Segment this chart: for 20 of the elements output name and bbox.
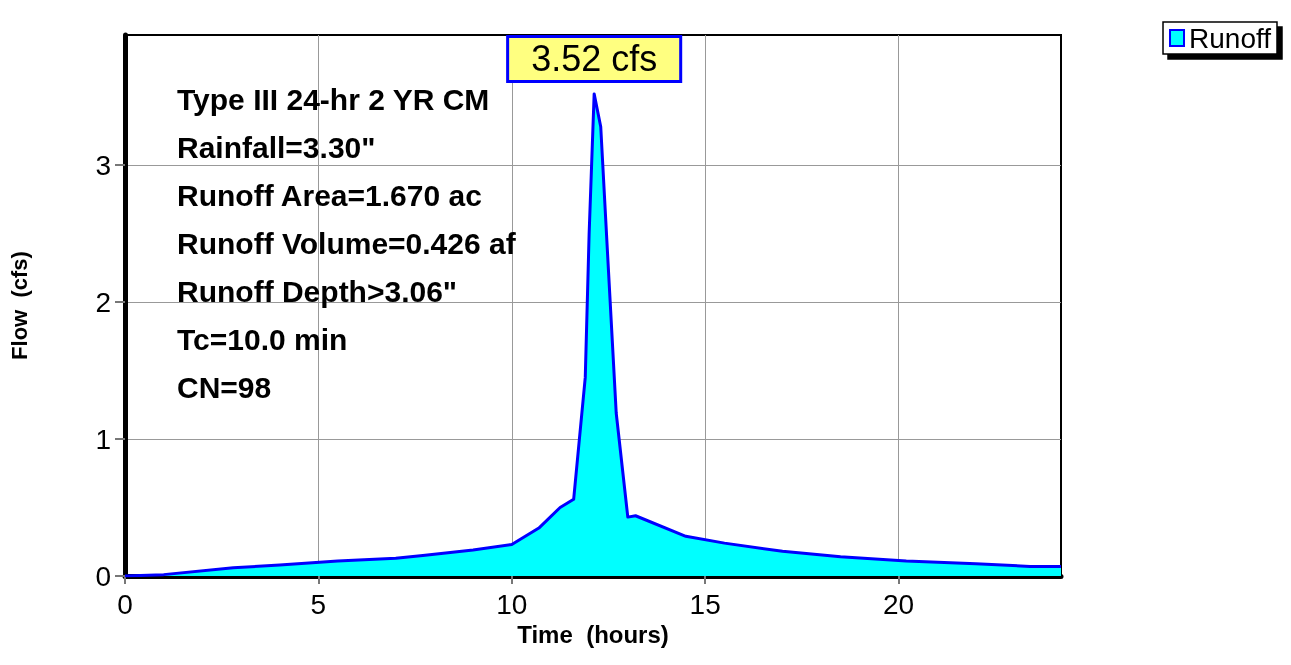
- x-tick-label: 20: [882, 588, 915, 620]
- y-tick-label: 3: [95, 149, 111, 181]
- y-axis-title: Flow (cfs): [6, 251, 32, 360]
- annotation: 3.52 cfs: [531, 38, 658, 80]
- legend-label: Runoff: [1189, 22, 1272, 54]
- x-tick-label: 5: [310, 588, 327, 620]
- y-tick-label: 2: [95, 286, 111, 318]
- annotation: Runoff Depth>3.06": [177, 274, 458, 308]
- x-tick-label: 10: [496, 588, 528, 620]
- y-tick-label: 1: [95, 423, 111, 455]
- x-tick-label: 15: [689, 588, 721, 620]
- annotation: Runoff Volume=0.426 af: [177, 226, 517, 260]
- y-tick-label: 0: [95, 560, 111, 592]
- x-tick-label: 0: [117, 588, 133, 620]
- annotation: CN=98: [177, 370, 272, 404]
- annotation: Type III 24-hr 2 YR CM: [177, 82, 490, 116]
- x-axis-title: Time (hours): [517, 621, 669, 649]
- annotation: Rainfall=3.30": [177, 130, 376, 164]
- annotation: Runoff Area=1.670 ac: [177, 178, 482, 212]
- annotation: Tc=10.0 min: [177, 322, 348, 356]
